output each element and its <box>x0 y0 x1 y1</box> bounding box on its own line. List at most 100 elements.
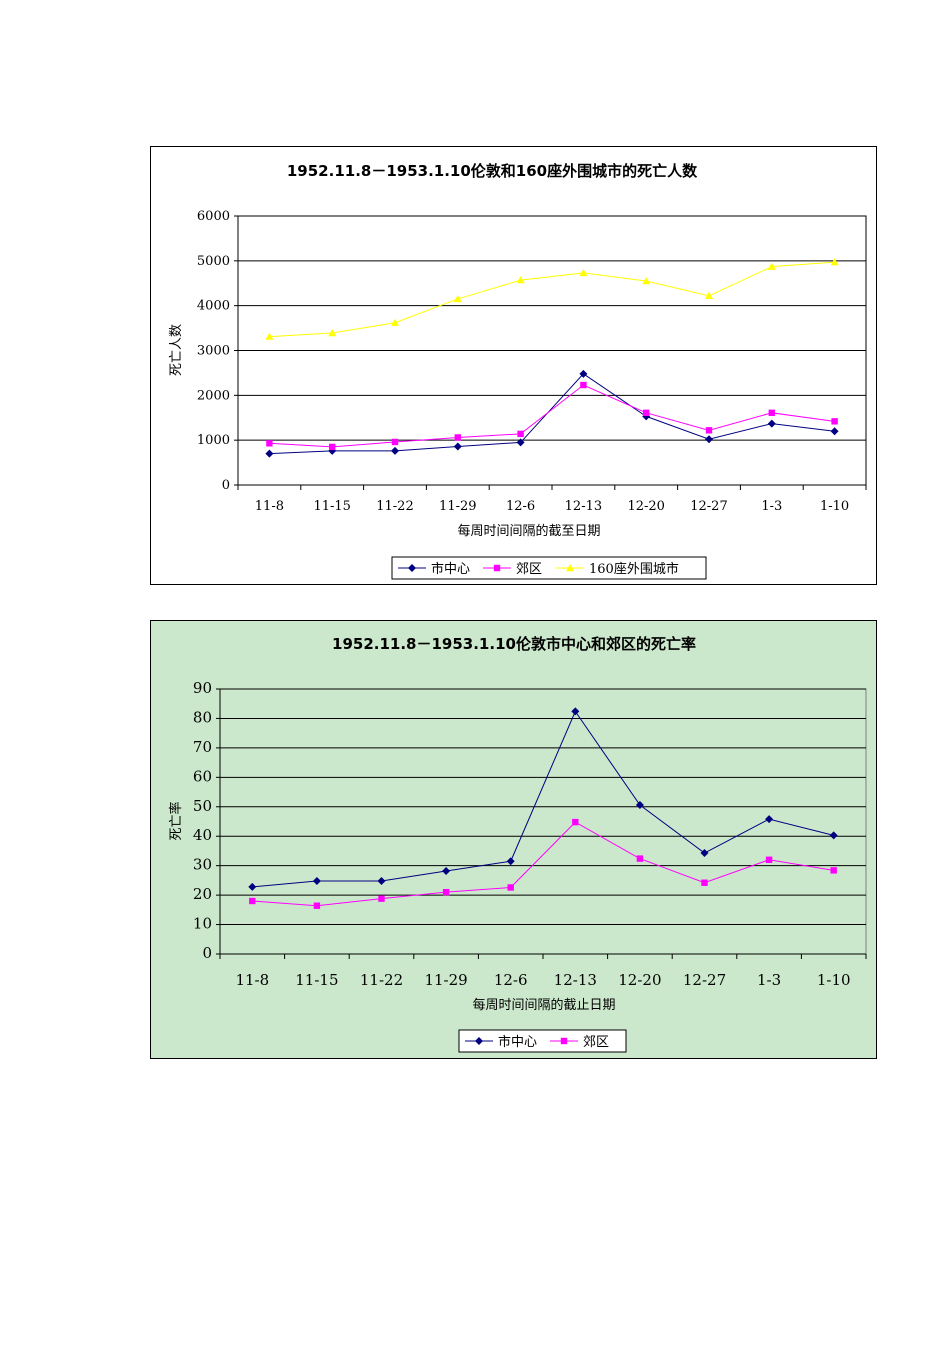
chart-title: 1952.11.8－1953.1.10伦敦市中心和郊区的死亡率 <box>332 635 696 653</box>
death-count-chart-svg: 1952.11.8－1953.1.10伦敦和160座外围城市的死亡人数 每周时间… <box>169 162 867 580</box>
x-tick-label: 11-29 <box>439 499 476 514</box>
x-tick-label: 11-29 <box>424 971 467 989</box>
data-point <box>636 855 644 862</box>
legend-swatch-marker <box>475 1037 483 1045</box>
legend-swatch-marker <box>408 564 416 572</box>
data-point <box>830 258 839 266</box>
data-point <box>705 435 713 444</box>
x-tick-label: 12-13 <box>565 499 602 514</box>
data-point <box>265 449 274 458</box>
series-line <box>252 710 834 888</box>
legend-label: 郊区 <box>583 1034 609 1050</box>
x-axis-label: 每周时间间隔的截止日期 <box>472 997 615 1013</box>
data-point <box>249 897 256 905</box>
data-point <box>453 442 462 451</box>
x-tick-label: 11-8 <box>235 971 269 989</box>
y-tick-label: 1000 <box>197 433 230 448</box>
data-point <box>312 876 321 885</box>
y-tick-label: 60 <box>193 767 212 785</box>
x-tick-label: 12-27 <box>690 499 727 514</box>
legend-swatch-marker <box>566 564 574 572</box>
death-rate-chart-svg: 1952.11.8－1953.1.10伦敦市中心和郊区的死亡率 每周时间间隔的截… <box>168 635 867 1053</box>
data-point <box>329 443 336 451</box>
x-tick-label: 11-15 <box>313 499 350 514</box>
data-point <box>705 427 713 434</box>
data-point <box>454 434 461 441</box>
y-tick-label: 2000 <box>197 388 230 403</box>
data-point <box>442 866 451 875</box>
data-point <box>248 882 257 891</box>
data-point <box>516 438 525 447</box>
data-point <box>507 884 514 891</box>
data-point <box>391 438 399 446</box>
y-axis-label: 死亡人数 <box>169 324 184 376</box>
legend-label: 市中心 <box>431 561 470 577</box>
series-line <box>269 384 835 448</box>
data-point <box>516 276 525 284</box>
data-point <box>705 291 713 300</box>
legend <box>391 556 707 580</box>
data-point <box>328 329 337 337</box>
data-point <box>378 895 385 902</box>
x-tick-label: 1-10 <box>820 499 849 514</box>
data-point <box>391 318 399 326</box>
data-point <box>765 856 773 863</box>
data-point <box>377 876 386 885</box>
y-tick-label: 0 <box>202 944 212 962</box>
data-point <box>265 332 274 340</box>
x-tick-label: 11-22 <box>376 499 413 514</box>
legend-swatch-marker <box>493 564 501 572</box>
chart-title: 1952.11.8－1953.1.10伦敦和160座外围城市的死亡人数 <box>287 162 698 180</box>
x-tick-label: 11-22 <box>360 971 403 989</box>
x-tick-label: 12-27 <box>683 971 726 989</box>
data-point <box>391 446 399 455</box>
y-tick-label: 50 <box>193 797 212 815</box>
y-tick-label: 20 <box>193 885 212 903</box>
death-rate-chart: 1952.11.8－1953.1.10伦敦市中心和郊区的死亡率 每周时间间隔的截… <box>150 620 877 1059</box>
data-point <box>829 831 838 840</box>
y-tick-label: 3000 <box>197 344 230 359</box>
y-tick-label: 6000 <box>197 209 230 224</box>
data-point <box>830 867 837 874</box>
x-tick-label: 12-20 <box>627 499 664 514</box>
x-tick-label: 12-6 <box>506 499 535 514</box>
data-point <box>506 857 515 866</box>
data-point <box>442 888 450 896</box>
data-point <box>701 879 708 886</box>
data-point <box>642 277 651 285</box>
x-axis-label: 每周时间间隔的截至日期 <box>457 523 600 539</box>
x-tick-label: 1-3 <box>757 971 781 989</box>
data-point <box>831 418 838 425</box>
data-point <box>579 268 588 277</box>
legend-label: 160座外围城市 <box>589 561 679 577</box>
data-point <box>830 427 839 436</box>
data-point <box>767 419 776 428</box>
data-point <box>768 409 775 417</box>
y-tick-label: 40 <box>193 826 212 844</box>
x-tick-label: 12-6 <box>494 971 528 989</box>
y-tick-label: 4000 <box>197 299 230 314</box>
data-point <box>767 262 776 270</box>
x-tick-label: 1-10 <box>817 971 851 989</box>
data-point <box>765 815 774 824</box>
data-point <box>580 381 587 389</box>
x-tick-label: 11-8 <box>255 499 284 514</box>
y-tick-label: 30 <box>193 856 212 874</box>
legend-swatch-marker <box>560 1037 568 1045</box>
legend-label: 郊区 <box>516 561 542 577</box>
y-tick-label: 5000 <box>197 254 230 269</box>
y-axis-label: 死亡率 <box>168 801 184 840</box>
data-point <box>700 849 709 858</box>
death-count-chart: 1952.11.8－1953.1.10伦敦和160座外围城市的死亡人数 每周时间… <box>150 146 877 585</box>
y-tick-label: 90 <box>193 679 212 697</box>
legend-label: 市中心 <box>498 1034 537 1050</box>
data-point <box>517 430 524 438</box>
x-tick-label: 1-3 <box>761 499 782 514</box>
x-tick-label: 12-20 <box>618 971 661 989</box>
y-tick-label: 70 <box>193 738 212 756</box>
x-tick-label: 11-15 <box>295 971 338 989</box>
data-point <box>643 409 650 417</box>
y-tick-label: 0 <box>222 478 230 493</box>
y-tick-label: 80 <box>193 708 212 726</box>
data-point <box>266 440 273 447</box>
